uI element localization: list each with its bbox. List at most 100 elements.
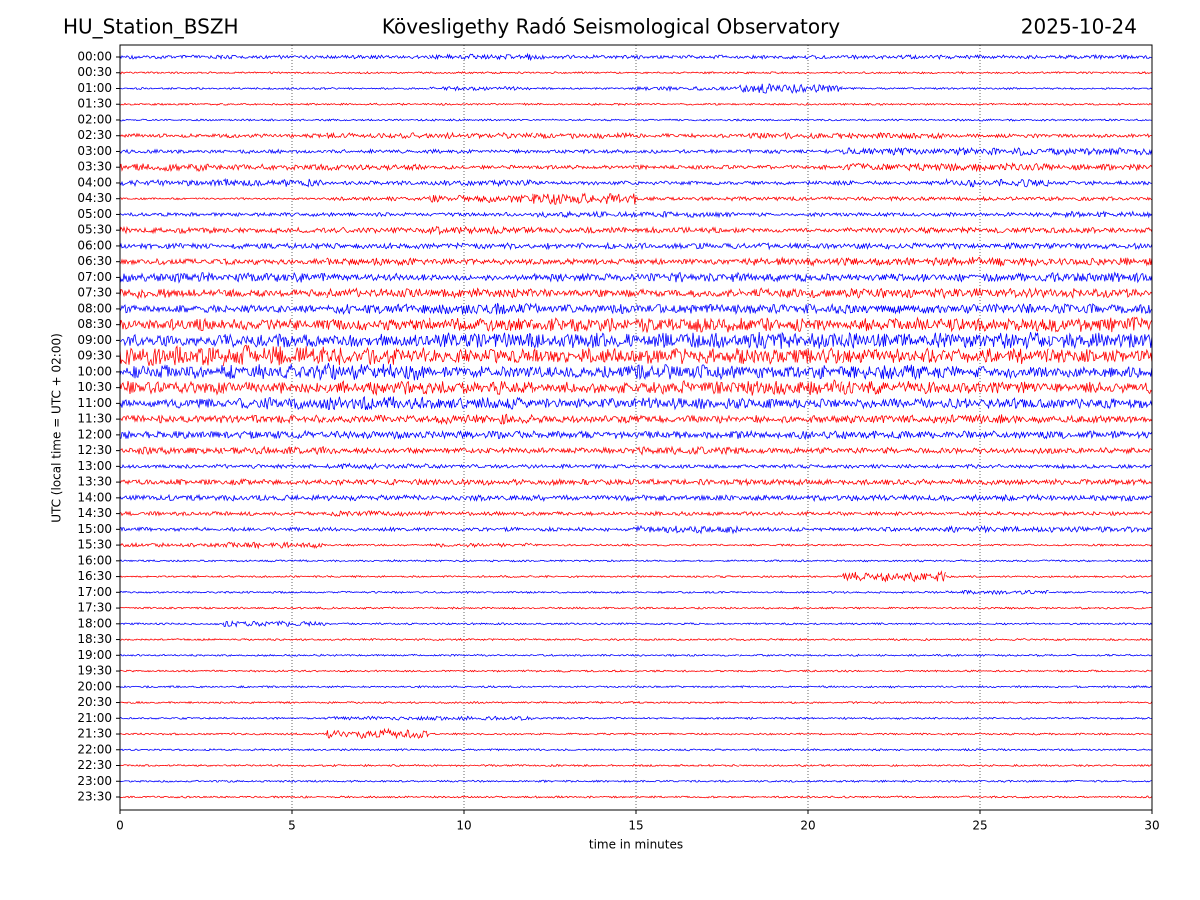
trace-segment (842, 570, 946, 583)
trace-segment (119, 380, 224, 396)
trace-segment (326, 257, 430, 267)
trace-segment (532, 732, 637, 736)
y-tick-label: 17:30 (77, 601, 112, 615)
trace-segment (635, 242, 740, 251)
y-tick-label: 06:00 (77, 238, 112, 252)
trace-segment (532, 54, 637, 60)
trace-segment (429, 606, 533, 610)
trace-segment (945, 132, 1049, 139)
trace-segment (738, 303, 843, 315)
trace-segment (842, 463, 946, 469)
trace-segment (532, 494, 637, 503)
trace-segment (738, 331, 843, 349)
trace-segment (532, 332, 637, 349)
trace-segment (842, 195, 946, 202)
trace-segment (1048, 732, 1152, 736)
trace-segment (945, 303, 1049, 314)
trace-segment (532, 463, 637, 470)
trace-segment (429, 429, 533, 440)
trace-segment (635, 700, 740, 705)
trace-segment (842, 364, 946, 381)
trace-segment (945, 54, 1049, 60)
trace-segment (119, 225, 224, 235)
trace-segment (945, 779, 1049, 783)
trace-segment (326, 211, 430, 218)
trace-segment (326, 622, 430, 626)
trace-segment (1048, 398, 1153, 410)
trace-segment (326, 462, 430, 471)
trace-segment (945, 87, 1049, 91)
y-tick-label: 16:30 (77, 569, 112, 583)
trace-segment (945, 161, 1049, 173)
trace-segment (532, 102, 636, 106)
trace-segment (635, 669, 740, 673)
trace-segment (326, 543, 430, 547)
trace-segment (945, 606, 1049, 610)
trace-segment (842, 147, 946, 156)
trace-segment (429, 478, 533, 487)
trace-segment (119, 606, 224, 610)
y-tick-label: 11:00 (77, 396, 112, 410)
y-tick-label: 08:30 (77, 317, 112, 331)
trace-segment (222, 304, 327, 314)
trace-segment (635, 364, 740, 381)
trace-segment (842, 86, 946, 91)
trace-segment (1048, 242, 1153, 250)
trace-segment (945, 478, 1049, 486)
trace-segment (532, 685, 637, 689)
trace-segment (429, 241, 533, 251)
x-tick-label: 20 (800, 819, 815, 833)
trace-segment (945, 347, 1049, 365)
trace-segment (842, 211, 946, 218)
y-tick-label: 22:30 (77, 758, 112, 772)
trace-segment (739, 574, 843, 579)
trace-segment (429, 732, 533, 736)
trace-segment (532, 748, 636, 752)
y-tick-label: 23:00 (77, 774, 112, 788)
trace-segment (222, 716, 327, 720)
trace-segment (945, 638, 1049, 642)
y-tick-label: 13:30 (77, 475, 112, 489)
trace-segment (842, 179, 946, 187)
trace-segment (223, 685, 327, 689)
trace-segment (739, 606, 843, 610)
trace-segment (119, 148, 224, 155)
trace-segment (842, 526, 946, 533)
trace-segment (532, 415, 637, 424)
trace-segment (429, 164, 533, 171)
trace-segment (532, 71, 637, 75)
trace-segment (842, 102, 946, 106)
trace-segment (532, 317, 637, 333)
trace-segment (1048, 102, 1152, 106)
trace-segment (842, 748, 946, 752)
trace-segment (635, 85, 740, 92)
y-tick-label: 07:30 (77, 286, 112, 300)
trace-segment (738, 415, 843, 424)
trace-segment (842, 397, 946, 410)
trace-segment (635, 348, 740, 365)
trace-segment (945, 653, 1049, 657)
trace-segment (1048, 179, 1152, 186)
trace-segment (429, 302, 533, 315)
trace-segment (945, 543, 1049, 547)
trace-segment (326, 180, 430, 186)
trace-segment (738, 510, 843, 517)
trace-segment (326, 395, 430, 411)
trace-segment (842, 414, 946, 424)
trace-segment (119, 716, 224, 720)
trace-segment (223, 463, 327, 470)
trace-segment (945, 256, 1049, 267)
trace-segment (119, 795, 224, 799)
trace-segment (119, 669, 224, 673)
trace-segment (119, 333, 224, 348)
trace-segment (738, 478, 843, 487)
trace-segment (738, 397, 843, 409)
trace-segment (429, 71, 533, 75)
y-tick-label: 18:30 (77, 632, 112, 646)
trace-segment (532, 510, 637, 517)
y-tick-label: 14:00 (77, 490, 112, 504)
trace-segment (119, 446, 224, 456)
trace-segment (1048, 543, 1153, 547)
trace-segment (945, 795, 1049, 799)
y-tick-label: 03:00 (77, 144, 112, 158)
